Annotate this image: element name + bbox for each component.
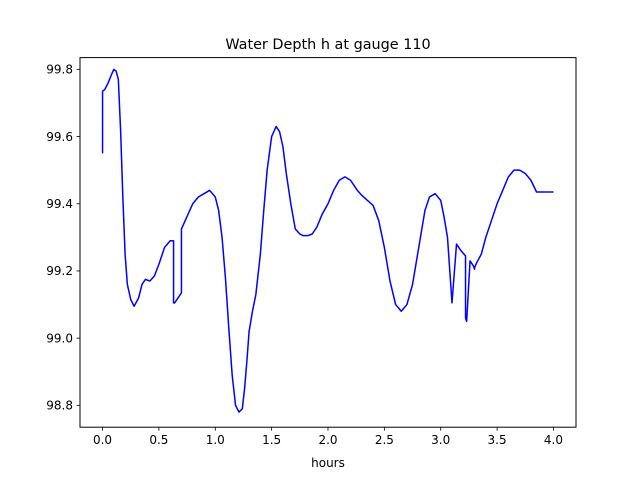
y-tick-label: 99.4 <box>46 197 73 211</box>
x-tick-label: 3.5 <box>488 433 507 447</box>
x-tick-label: 2.0 <box>318 433 337 447</box>
x-tick-label: 3.0 <box>431 433 450 447</box>
series-line-0 <box>101 68 554 413</box>
y-tick-label: 99.2 <box>46 264 73 278</box>
x-tick-label: 2.5 <box>375 433 394 447</box>
x-tick-label: 0.0 <box>93 433 112 447</box>
chart-title: Water Depth h at gauge 110 <box>225 37 430 53</box>
y-tick-label: 99.0 <box>46 331 73 345</box>
x-axis-ticks: 0.0 0.5 1.0 1.5 2.0 2.5 3.0 3.5 4.0 <box>93 427 563 447</box>
y-tick-label: 99.6 <box>46 130 73 144</box>
y-tick-label: 98.8 <box>46 399 73 413</box>
axes-frame <box>79 57 577 428</box>
y-tick-label: 99.8 <box>46 63 73 77</box>
x-tick-label: 4.0 <box>544 433 563 447</box>
x-axis-label: hours <box>311 456 345 470</box>
plot-area <box>101 68 554 413</box>
x-tick-label: 1.0 <box>206 433 225 447</box>
x-tick-label: 0.5 <box>149 433 168 447</box>
y-axis-ticks: 98.8 99.0 99.2 99.4 99.6 99.8 <box>46 63 80 413</box>
x-tick-label: 1.5 <box>262 433 281 447</box>
